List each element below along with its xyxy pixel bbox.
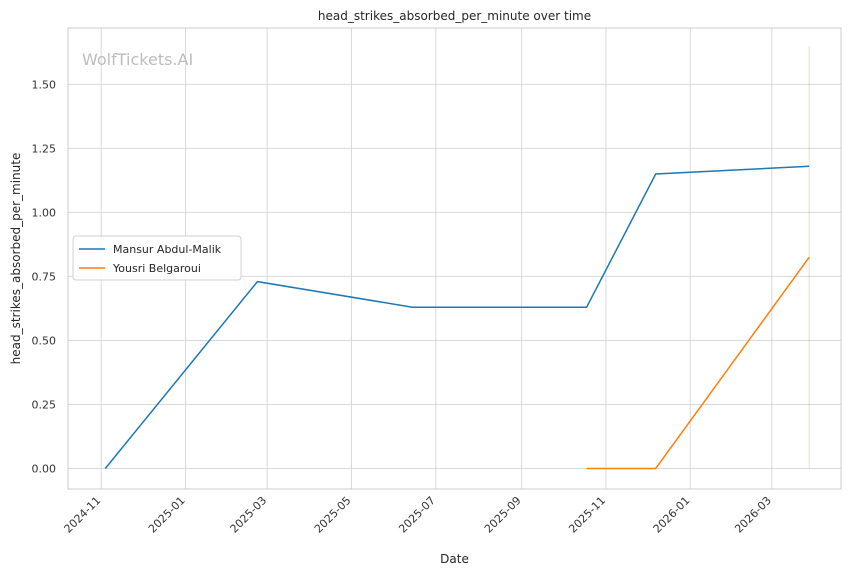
y-tick-label: 0.50 bbox=[32, 334, 57, 347]
legend-entry: Mansur Abdul-Malik bbox=[113, 243, 222, 256]
y-tick-label: 1.25 bbox=[32, 142, 57, 155]
series-lines bbox=[104, 165, 810, 470]
y-tick-labels: 0.00 0.25 0.50 0.75 1.00 1.25 1.50 bbox=[32, 78, 57, 475]
legend-entry: Yousri Belgaroui bbox=[112, 262, 201, 275]
watermark: WolfTickets.AI bbox=[82, 50, 193, 69]
series-line-1 bbox=[586, 256, 810, 470]
y-tick-label: 0.75 bbox=[32, 270, 57, 283]
y-tick-label: 0.00 bbox=[32, 463, 57, 476]
legend-box bbox=[72, 235, 242, 281]
grid bbox=[68, 28, 841, 489]
legend: Mansur Abdul-Malik Yousri Belgaroui bbox=[72, 235, 242, 281]
y-tick-label: 1.00 bbox=[32, 206, 57, 219]
y-axis-label: head_strikes_absorbed_per_minute bbox=[9, 153, 23, 365]
y-tick-label: 0.25 bbox=[32, 398, 57, 411]
x-axis-label: Date bbox=[440, 552, 469, 566]
plot-area bbox=[67, 27, 842, 490]
y-tick-label: 1.50 bbox=[32, 78, 57, 91]
series-line-0 bbox=[104, 165, 810, 469]
chart-title: head_strikes_absorbed_per_minute over ti… bbox=[318, 9, 591, 23]
